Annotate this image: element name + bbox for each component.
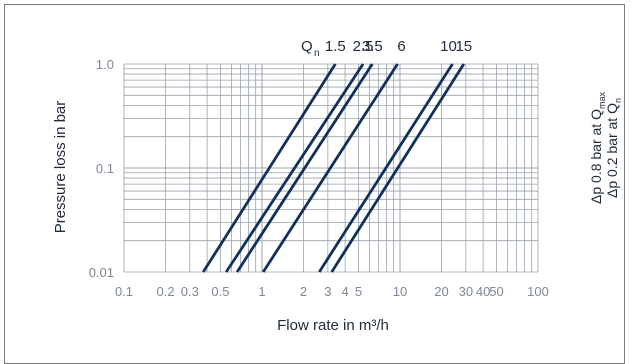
series-line-2-5 [225, 63, 365, 273]
qn-value-label: 15 [455, 38, 472, 55]
qn-value-label: 3.5 [362, 38, 383, 55]
x-tick-label: 30 [459, 284, 473, 299]
x-tick-label: 100 [527, 284, 549, 299]
x-tick-label: 2 [300, 284, 307, 299]
series-line-1-5 [202, 63, 337, 273]
y-tick-label: 1.0 [96, 57, 114, 72]
y-tick-labels: 1.0 0.1 0.01 [89, 57, 114, 280]
qn-value-label: 6 [397, 38, 405, 55]
qn-prefix-label: Q [301, 38, 313, 55]
x-tick-label: 0.3 [181, 284, 199, 299]
x-tick-label: 10 [393, 284, 407, 299]
qn-value-label: 2.5 [353, 38, 374, 55]
series-line-15 [330, 63, 465, 273]
x-axis-title: Flow rate in m³/h [277, 317, 389, 334]
y-tick-label: 0.1 [96, 161, 114, 176]
x-tick-label: 0.5 [211, 284, 229, 299]
series-line-6 [262, 63, 399, 273]
x-tick-label: 5 [355, 284, 362, 299]
series-lines [202, 63, 465, 273]
x-tick-label: 0.2 [157, 284, 175, 299]
side-note-max: Δp 0.8 bar at Qmax [588, 92, 607, 204]
x-tick-label: 20 [434, 284, 448, 299]
series-line-10 [318, 63, 454, 273]
svg-text:Δp 0.2 bar at Qn: Δp 0.2 bar at Qn [604, 98, 623, 198]
side-note-qn-sub: n [613, 98, 623, 103]
svg-text:Δp 0.8 bar at Qmax: Δp 0.8 bar at Qmax [588, 92, 607, 204]
qn-subscript-label: n [314, 48, 320, 59]
side-note-qn-main: Δp 0.2 bar at Q [604, 103, 620, 198]
x-tick-label: 4 [341, 284, 348, 299]
x-tick-label: 40 [476, 284, 490, 299]
side-note-qn: Δp 0.2 bar at Qn [604, 98, 623, 198]
y-axis-title: Pressure loss in bar [52, 101, 69, 234]
qn-value-label: 10 [440, 38, 457, 55]
y-tick-label: 0.01 [89, 265, 114, 280]
qn-value-label: 1.5 [325, 38, 346, 55]
series-line-3-5 [235, 63, 374, 273]
side-note-max-main: Δp 0.8 bar at Q [588, 109, 604, 204]
x-tick-label: 0.1 [115, 284, 133, 299]
x-tick-label: 50 [489, 284, 503, 299]
side-note-max-sub: max [597, 92, 607, 110]
x-tick-label: 1 [258, 284, 265, 299]
x-tick-label: 3 [324, 284, 331, 299]
